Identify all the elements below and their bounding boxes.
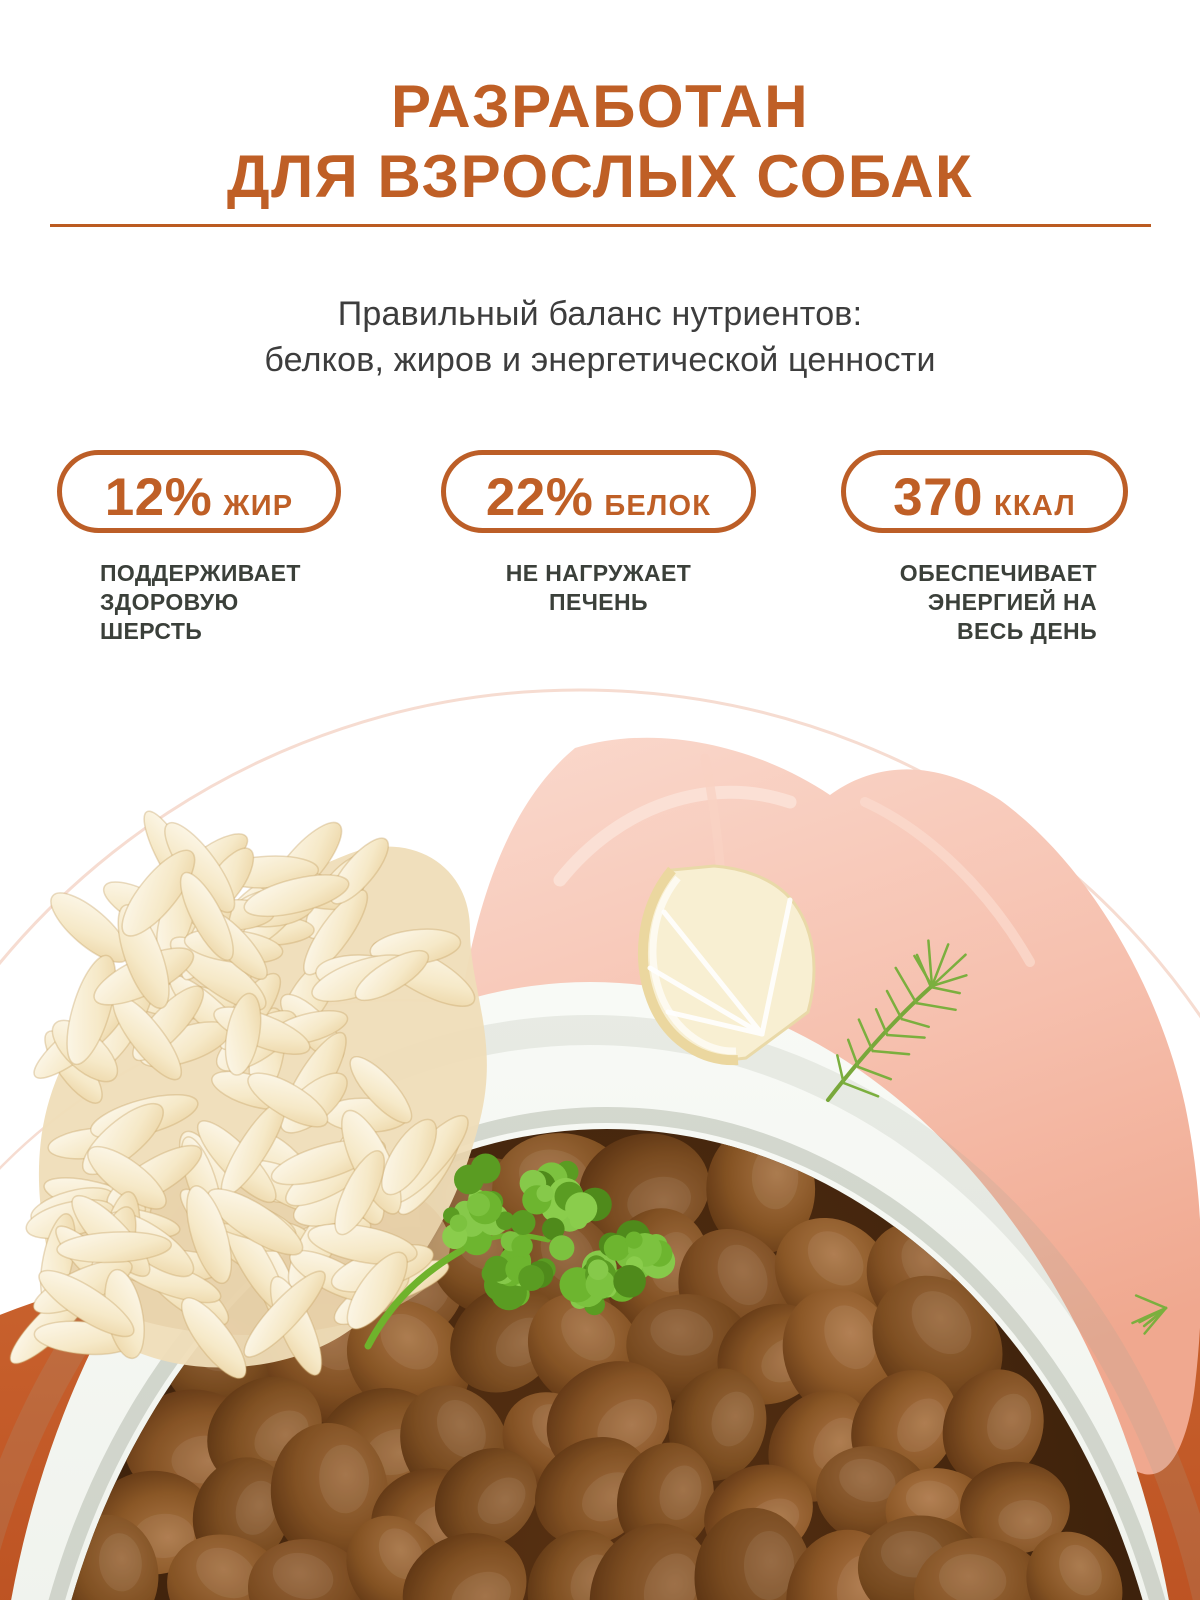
stat-protein: 22% БЕЛОК НЕ НАГРУЖАЕТ ПЕЧЕНЬ — [441, 450, 756, 617]
stat-protein-value: 22% — [485, 468, 594, 527]
stat-fat-unit: ЖИР — [223, 490, 294, 522]
stat-calories-unit: ККАЛ — [994, 490, 1076, 522]
stat-fat-desc-line: ЗДОРОВУЮ ШЕРСТЬ — [100, 589, 239, 644]
rice-mound — [9, 810, 487, 1380]
title-line-1: РАЗРАБОТАН — [390, 73, 810, 140]
stat-fat-value: 12% — [104, 468, 213, 527]
subtitle-line-1: Правильный баланс нутриентов: — [337, 295, 863, 333]
divider — [49, 224, 1151, 227]
stat-protein-unit: БЕЛОК — [604, 490, 712, 522]
stat-protein-desc-line: НЕ НАГРУЖАЕТ — [505, 560, 692, 586]
stat-fat: 12% ЖИР ПОДДЕРЖИВАЕТ ЗДОРОВУЮ ШЕРСТЬ — [57, 450, 341, 646]
stat-calories-value: 370 — [893, 468, 984, 527]
stat-fat-desc: ПОДДЕРЖИВАЕТ ЗДОРОВУЮ ШЕРСТЬ — [100, 559, 341, 646]
stat-calories-pill: 370 ККАЛ — [841, 450, 1128, 533]
stat-calories: 370 ККАЛ ОБЕСПЕЧИВАЕТ ЭНЕРГИЕЙ НА ВЕСЬ Д… — [841, 450, 1128, 646]
title-line-2: ДЛЯ ВЗРОСЛЫХ СОБАК — [226, 143, 974, 210]
subtitle: Правильный баланс нутриентов: белков, жи… — [0, 291, 1200, 383]
header: РАЗРАБОТАН ДЛЯ ВЗРОСЛЫХ СОБАК Правильный… — [0, 0, 1200, 383]
stat-fat-desc-line: ПОДДЕРЖИВАЕТ — [100, 560, 301, 586]
stat-protein-pill: 22% БЕЛОК — [441, 450, 756, 533]
stat-protein-desc: НЕ НАГРУЖАЕТ ПЕЧЕНЬ — [441, 559, 756, 617]
subtitle-line-2: белков, жиров и энергетической ценности — [264, 341, 936, 379]
dill-sprig — [826, 939, 1168, 1335]
stat-calories-desc: ОБЕСПЕЧИВАЕТ ЭНЕРГИЕЙ НА ВЕСЬ ДЕНЬ — [841, 559, 1097, 646]
stat-calories-desc-line: ОБЕСПЕЧИВАЕТ — [899, 560, 1097, 586]
stat-protein-desc-line: ПЕЧЕНЬ — [549, 589, 648, 615]
page-title: РАЗРАБОТАН ДЛЯ ВЗРОСЛЫХ СОБАК — [0, 72, 1200, 212]
lemon-wedge — [638, 864, 816, 1066]
stat-calories-desc-line: ВЕСЬ ДЕНЬ — [957, 618, 1097, 644]
stat-fat-pill: 12% ЖИР — [57, 450, 341, 533]
parsley-sprig — [364, 1153, 676, 1350]
stat-calories-desc-line: ЭНЕРГИЕЙ НА — [927, 589, 1097, 615]
